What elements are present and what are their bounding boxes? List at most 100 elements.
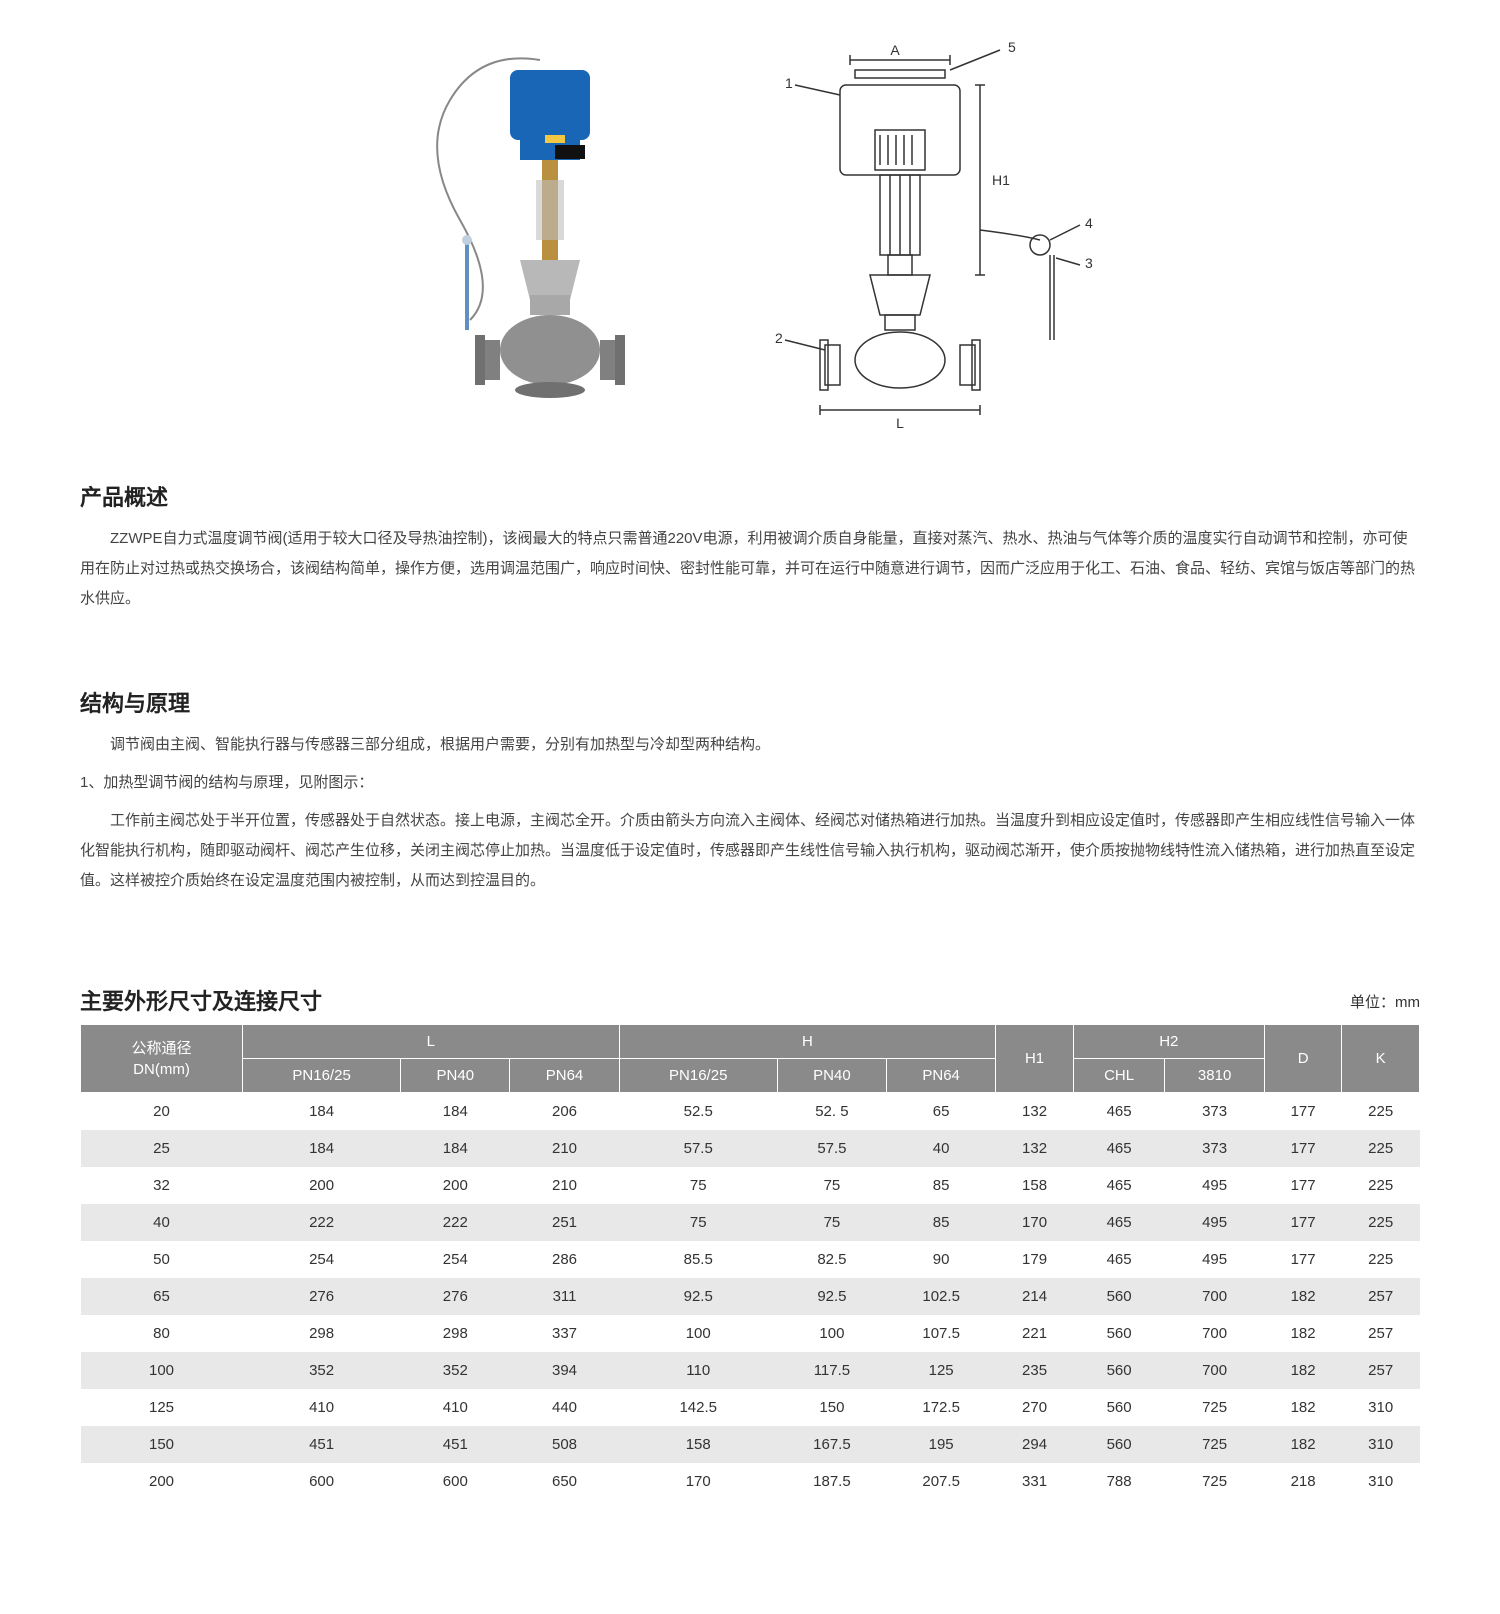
diagram-label-a: A — [890, 42, 900, 58]
table-cell: 700 — [1165, 1315, 1264, 1352]
table-cell: 222 — [401, 1204, 510, 1241]
overview-title: 产品概述 — [80, 480, 1420, 512]
table-cell: 270 — [996, 1389, 1074, 1426]
table-cell: 200 — [243, 1167, 401, 1204]
table-cell: 337 — [510, 1315, 619, 1352]
table-cell: 85.5 — [619, 1241, 777, 1278]
table-cell: 352 — [401, 1352, 510, 1389]
table-title: 主要外形尺寸及连接尺寸 — [80, 984, 322, 1016]
table-cell: 210 — [510, 1167, 619, 1204]
table-cell: 32 — [81, 1167, 243, 1204]
table-cell: 20 — [81, 1093, 243, 1131]
th-l-pn40: PN40 — [401, 1059, 510, 1093]
table-cell: 725 — [1165, 1463, 1264, 1500]
diagram-label-h1: H1 — [992, 172, 1010, 188]
diagram-label-2: 2 — [775, 330, 783, 346]
table-cell: 331 — [996, 1463, 1074, 1500]
table-cell: 177 — [1264, 1241, 1342, 1278]
table-cell: 206 — [510, 1093, 619, 1131]
table-cell: 177 — [1264, 1167, 1342, 1204]
table-row: 5025425428685.582.590179465495177225 — [81, 1241, 1420, 1278]
table-cell: 182 — [1264, 1352, 1342, 1389]
table-cell: 184 — [243, 1130, 401, 1167]
diagram-label-1: 1 — [785, 75, 793, 91]
table-row: 6527627631192.592.5102.5214560700182257 — [81, 1278, 1420, 1315]
table-cell: 172.5 — [887, 1389, 996, 1426]
table-cell: 75 — [777, 1204, 886, 1241]
table-cell: 40 — [81, 1204, 243, 1241]
th-dn: 公称通径 DN(mm) — [81, 1025, 243, 1093]
table-cell: 310 — [1342, 1426, 1420, 1463]
table-cell: 182 — [1264, 1426, 1342, 1463]
table-cell: 465 — [1073, 1093, 1165, 1131]
th-h-pn1625: PN16/25 — [619, 1059, 777, 1093]
table-cell: 373 — [1165, 1130, 1264, 1167]
table-cell: 310 — [1342, 1389, 1420, 1426]
table-cell: 75 — [619, 1167, 777, 1204]
dimension-diagram: A 5 1 — [740, 40, 1100, 440]
table-cell: 225 — [1342, 1130, 1420, 1167]
table-cell: 184 — [401, 1130, 510, 1167]
structure-p1: 调节阀由主阀、智能执行器与传感器三部分组成，根据用户需要，分别有加热型与冷却型两… — [80, 730, 1420, 760]
table-cell: 225 — [1342, 1204, 1420, 1241]
table-cell: 179 — [996, 1241, 1074, 1278]
table-row: 125410410440142.5150172.5270560725182310 — [81, 1389, 1420, 1426]
table-cell: 167.5 — [777, 1426, 886, 1463]
image-row: A 5 1 — [80, 40, 1420, 440]
table-cell: 90 — [887, 1241, 996, 1278]
structure-p3: 工作前主阀芯处于半开位置，传感器处于自然状态。接上电源，主阀芯全开。介质由箭头方… — [80, 806, 1420, 896]
th-d: D — [1264, 1025, 1342, 1093]
table-cell: 440 — [510, 1389, 619, 1426]
table-cell: 40 — [887, 1130, 996, 1167]
diagram-label-4: 4 — [1085, 215, 1093, 231]
table-cell: 394 — [510, 1352, 619, 1389]
table-cell: 560 — [1073, 1315, 1165, 1352]
table-cell: 65 — [887, 1093, 996, 1131]
table-cell: 725 — [1165, 1426, 1264, 1463]
table-cell: 182 — [1264, 1278, 1342, 1315]
table-cell: 75 — [777, 1167, 886, 1204]
table-cell: 495 — [1165, 1204, 1264, 1241]
table-row: 200600600650170187.5207.5331788725218310 — [81, 1463, 1420, 1500]
table-cell: 110 — [619, 1352, 777, 1389]
table-row: 2518418421057.557.540132465373177225 — [81, 1130, 1420, 1167]
table-cell: 310 — [1342, 1463, 1420, 1500]
th-l: L — [243, 1025, 620, 1059]
table-cell: 80 — [81, 1315, 243, 1352]
table-cell: 225 — [1342, 1241, 1420, 1278]
table-cell: 187.5 — [777, 1463, 886, 1500]
table-cell: 257 — [1342, 1278, 1420, 1315]
table-cell: 410 — [243, 1389, 401, 1426]
product-photo — [400, 40, 680, 440]
table-cell: 225 — [1342, 1167, 1420, 1204]
table-cell: 177 — [1264, 1093, 1342, 1131]
table-cell: 725 — [1165, 1389, 1264, 1426]
th-h: H — [619, 1025, 996, 1059]
th-l-pn64: PN64 — [510, 1059, 619, 1093]
table-cell: 132 — [996, 1130, 1074, 1167]
table-row: 2018418420652.552. 565132465373177225 — [81, 1093, 1420, 1131]
table-cell: 65 — [81, 1278, 243, 1315]
table-cell: 257 — [1342, 1315, 1420, 1352]
diagram-label-l: L — [896, 415, 904, 431]
table-body: 2018418420652.552. 565132465373177225251… — [81, 1093, 1420, 1501]
table-cell: 195 — [887, 1426, 996, 1463]
table-cell: 352 — [243, 1352, 401, 1389]
table-cell: 52. 5 — [777, 1093, 886, 1131]
table-cell: 222 — [243, 1204, 401, 1241]
table-cell: 560 — [1073, 1389, 1165, 1426]
table-cell: 298 — [401, 1315, 510, 1352]
th-h2-3810: 3810 — [1165, 1059, 1264, 1093]
table-cell: 788 — [1073, 1463, 1165, 1500]
dimensions-table: 公称通径 DN(mm) L H H1 H2 D K PN16/25 PN40 P… — [80, 1024, 1420, 1500]
table-cell: 251 — [510, 1204, 619, 1241]
table-cell: 100 — [619, 1315, 777, 1352]
table-row: 80298298337100100107.5221560700182257 — [81, 1315, 1420, 1352]
table-cell: 85 — [887, 1204, 996, 1241]
table-cell: 92.5 — [619, 1278, 777, 1315]
table-cell: 100 — [777, 1315, 886, 1352]
table-cell: 200 — [401, 1167, 510, 1204]
table-cell: 210 — [510, 1130, 619, 1167]
table-cell: 410 — [401, 1389, 510, 1426]
th-k: K — [1342, 1025, 1420, 1093]
